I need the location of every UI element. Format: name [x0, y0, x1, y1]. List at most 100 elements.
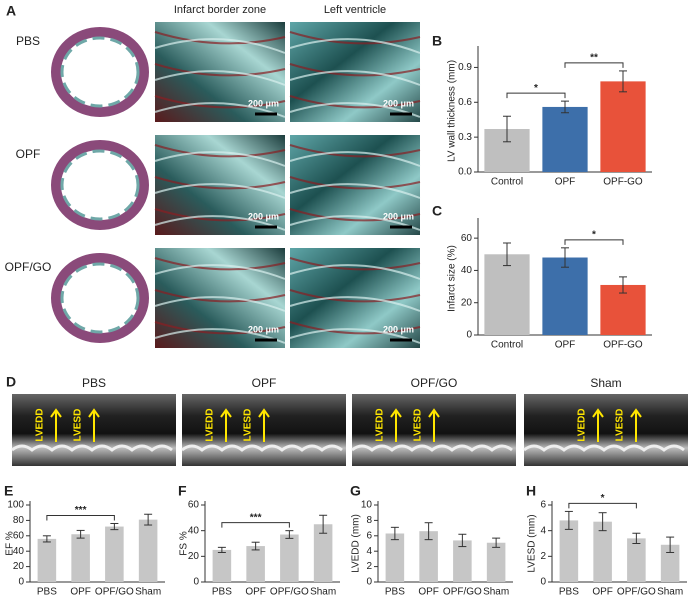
- bar: [419, 531, 438, 582]
- fiber: [289, 257, 421, 271]
- bar: [542, 257, 588, 335]
- fiber: [289, 151, 421, 167]
- x-tick-label: Control: [491, 177, 523, 188]
- y-tick-label: 2: [366, 561, 372, 572]
- fiber: [154, 70, 286, 86]
- y-tick-label: 2: [540, 551, 546, 562]
- x-tick-label: PBS: [559, 587, 579, 598]
- bar: [453, 540, 472, 582]
- fiber: [289, 289, 421, 303]
- echo-marker: LVESD: [73, 409, 84, 442]
- significance-label: *: [592, 229, 596, 240]
- fiber: [289, 144, 421, 158]
- y-axis-label: FS %: [179, 531, 190, 556]
- y-tick-label: 6: [366, 530, 372, 541]
- echo-marker: LVEDD: [205, 408, 216, 441]
- y-tick-label: 40: [13, 546, 25, 557]
- y-tick-label: 20: [13, 561, 25, 572]
- marker-arrowhead: [428, 408, 440, 418]
- fiber: [289, 38, 421, 54]
- fiber: [289, 31, 421, 45]
- fiber: [289, 70, 421, 86]
- marker-arrowhead: [88, 408, 100, 418]
- echo-title: OPF: [252, 376, 277, 390]
- fiber: [154, 151, 286, 167]
- y-tick-label: 40: [461, 265, 473, 276]
- fiber: [154, 38, 286, 54]
- fiber: [154, 31, 286, 45]
- fiber: [289, 208, 421, 222]
- fiber: [289, 264, 421, 280]
- bar: [138, 519, 158, 582]
- y-tick-label: 40: [188, 525, 200, 536]
- fiber: [154, 144, 286, 158]
- fiber: [154, 289, 286, 303]
- y-tick-label: 0.9: [458, 62, 472, 73]
- marker-arrowhead: [50, 408, 62, 418]
- fiber: [154, 296, 286, 312]
- y-axis-label: Infarct size (%): [447, 245, 458, 312]
- y-tick-label: 0: [466, 330, 472, 341]
- echo-wave: [523, 444, 685, 452]
- fiber: [154, 176, 286, 190]
- significance-bracket: [564, 62, 624, 68]
- significance-label: *: [601, 493, 605, 504]
- marker-arrowhead: [592, 408, 604, 418]
- bar: [246, 546, 265, 582]
- y-tick-label: 10: [361, 500, 373, 511]
- y-tick-label: 8: [366, 515, 372, 526]
- row-label: OPF: [16, 147, 41, 161]
- echo-wave: [11, 444, 173, 452]
- y-tick-label: 0: [18, 577, 24, 588]
- x-tick-label: PBS: [385, 587, 405, 598]
- marker-arrowhead: [220, 408, 232, 418]
- fiber: [289, 321, 421, 335]
- marker-arrowhead: [258, 408, 270, 418]
- y-tick-label: 0: [540, 577, 546, 588]
- bar: [627, 538, 646, 582]
- x-tick-label: OPF/GO: [617, 587, 656, 598]
- fiber: [154, 95, 286, 109]
- fiber: [289, 102, 421, 118]
- fiber: [289, 95, 421, 109]
- panel-label: D: [6, 374, 16, 390]
- y-tick-label: 0: [366, 577, 372, 588]
- fiber: [154, 63, 286, 77]
- fiber: [154, 215, 286, 231]
- marker-arrowhead: [390, 408, 402, 418]
- echo-marker: LVESD: [413, 409, 424, 442]
- y-tick-label: 0: [193, 577, 199, 588]
- y-tick-label: 6: [540, 500, 546, 511]
- column-header: Left ventricle: [324, 4, 386, 16]
- bar: [71, 534, 90, 582]
- x-tick-label: Sham: [135, 587, 161, 598]
- bar: [37, 538, 57, 582]
- echo-wave: [351, 444, 513, 452]
- x-tick-label: PBS: [37, 587, 57, 598]
- y-tick-label: 60: [461, 233, 473, 244]
- significance-bracket: [221, 522, 290, 528]
- y-tick-label: 20: [461, 297, 473, 308]
- y-tick-label: 80: [13, 515, 25, 526]
- x-tick-label: OPF/GO: [95, 587, 134, 598]
- panel-label: G: [350, 483, 361, 499]
- panel-label: C: [432, 203, 442, 219]
- fiber: [289, 296, 421, 312]
- y-tick-label: 0.3: [458, 132, 472, 143]
- bar: [105, 526, 124, 582]
- bar: [484, 254, 530, 335]
- significance-bracket: [46, 514, 115, 521]
- column-header: Infarct border zone: [174, 4, 266, 16]
- y-tick-label: 100: [7, 500, 24, 511]
- echo-wave: [181, 444, 343, 452]
- fiber: [289, 176, 421, 190]
- bar: [486, 542, 506, 582]
- echo-title: Sham: [590, 376, 621, 390]
- panel-label: F: [178, 483, 187, 499]
- significance-label: ***: [250, 512, 262, 523]
- x-tick-label: Sham: [657, 587, 683, 598]
- significance-bracket: [564, 239, 624, 245]
- significance-label: *: [534, 83, 538, 94]
- y-tick-label: 4: [366, 546, 372, 557]
